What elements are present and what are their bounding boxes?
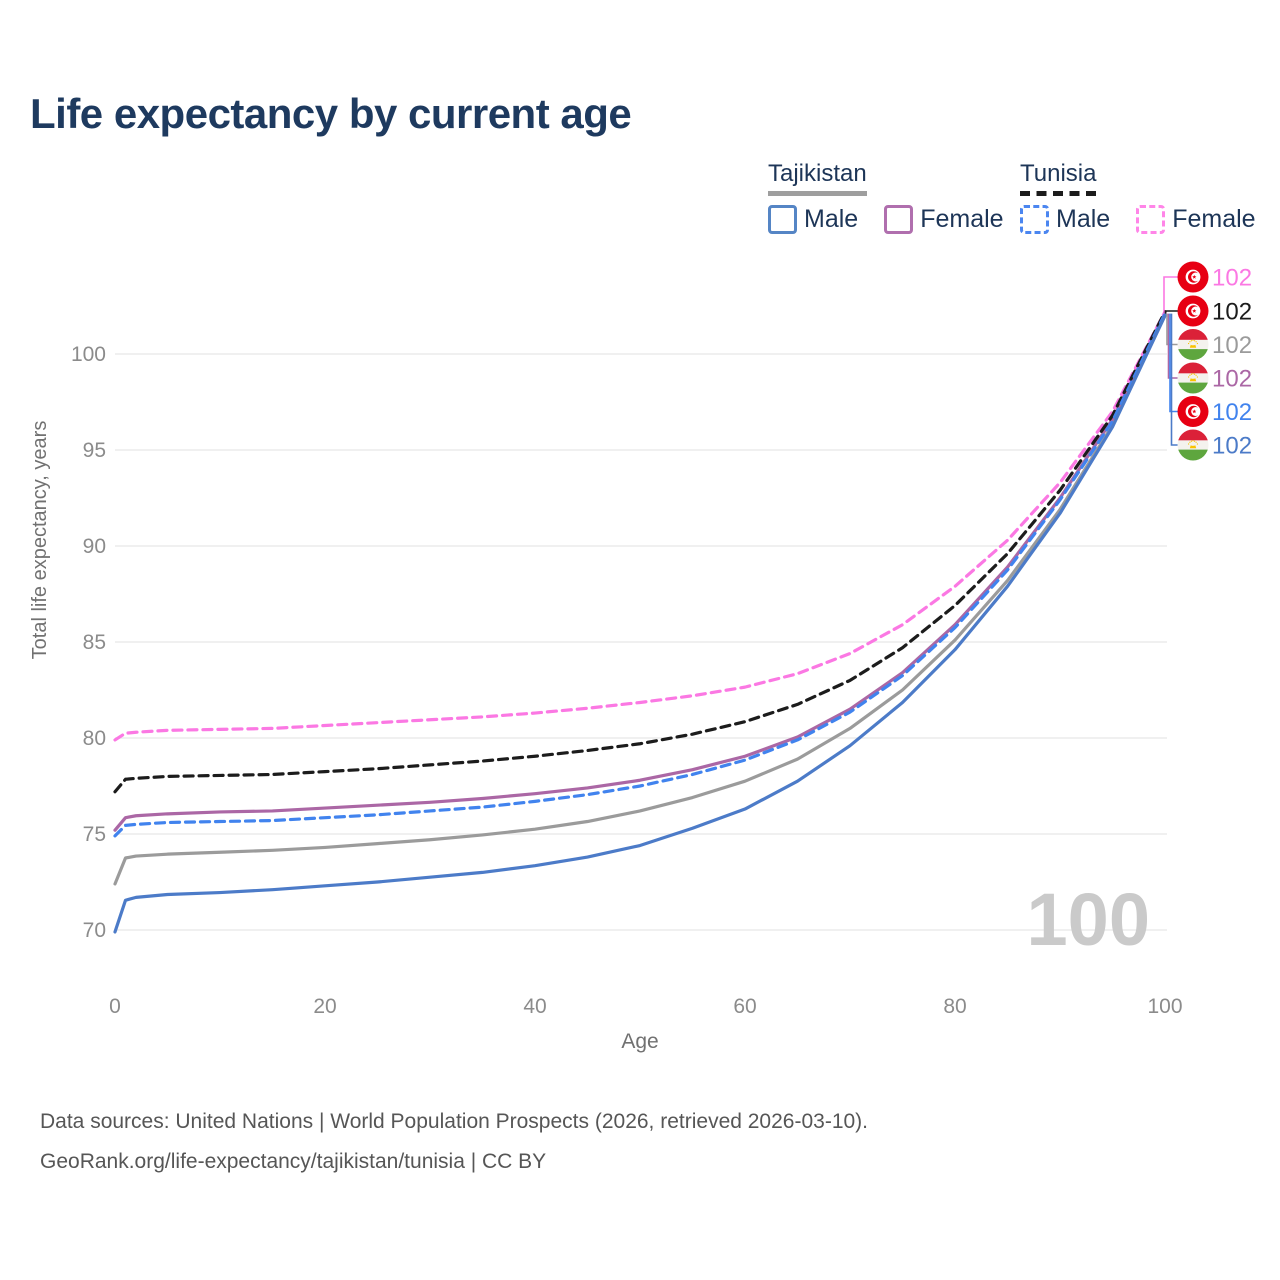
- y-tick-label: 90: [83, 535, 106, 558]
- end-label-leader: [1164, 310, 1178, 314]
- page-title: Life expectancy by current age: [30, 90, 632, 137]
- checkbox-tunisia-male[interactable]: [1020, 205, 1049, 234]
- x-tick-label: 80: [943, 995, 966, 1018]
- y-tick-label: 80: [83, 727, 106, 750]
- checkbox-tajikistan-male[interactable]: [768, 205, 797, 234]
- y-tick-label: 95: [83, 439, 106, 462]
- end-label-leader: [1167, 313, 1178, 379]
- x-tick-label: 0: [109, 995, 121, 1018]
- end-value-label-tajikistan-male: 102: [1212, 433, 1252, 460]
- hover-age-watermark: 100: [1027, 878, 1150, 961]
- y-tick-label: 70: [83, 919, 106, 942]
- tunisia-flag-icon: [1177, 295, 1209, 327]
- series-line-tunisia-female[interactable]: [113, 310, 1167, 742]
- series-line-tajikistan[interactable]: [113, 314, 1167, 886]
- tunisia-flag-icon: [1177, 396, 1209, 428]
- series-line-tunisia-male[interactable]: [113, 312, 1167, 838]
- legend-item-tunisia-female[interactable]: Female: [1136, 205, 1256, 234]
- legend-header-tajikistan: Tajikistan: [768, 160, 867, 196]
- x-tick-label: 100: [1147, 995, 1182, 1018]
- legend-group-tajikistan: Tajikistan Male Female: [768, 160, 1004, 234]
- end-value-label-tajikistan-female: 102: [1212, 366, 1252, 393]
- x-tick-label: 40: [523, 995, 546, 1018]
- end-label-leader: [1166, 313, 1178, 346]
- series-line-tajikistan-male[interactable]: [113, 314, 1167, 934]
- x-tick-label: 60: [733, 995, 756, 1018]
- tajikistan-flag-icon: [1177, 362, 1209, 394]
- end-label-leader: [1170, 313, 1178, 446]
- data-sources-text: Data sources: United Nations | World Pop…: [40, 1110, 869, 1133]
- series-line-tunisia[interactable]: [113, 310, 1167, 794]
- x-tick-label: 20: [313, 995, 336, 1018]
- legend-group-tunisia: Tunisia Male Female: [1020, 160, 1256, 234]
- tajikistan-flag-icon: [1177, 329, 1209, 361]
- checkbox-tunisia-female[interactable]: [1136, 205, 1166, 234]
- legend-item-tajikistan-male[interactable]: Male: [768, 205, 858, 234]
- legend-label: Female: [920, 205, 1004, 233]
- tajikistan-flag-icon: [1177, 429, 1209, 461]
- checkbox-tajikistan-female[interactable]: [884, 205, 914, 234]
- legend-header-tunisia: Tunisia: [1020, 160, 1097, 196]
- legend-item-tunisia-male[interactable]: Male: [1020, 205, 1110, 234]
- legend-label: Male: [1056, 205, 1111, 233]
- series-line-tajikistan-female[interactable]: [113, 312, 1167, 832]
- y-tick-label: 85: [83, 631, 106, 654]
- end-label-leader: [1169, 313, 1178, 413]
- legend-label: Female: [1172, 205, 1256, 233]
- end-value-label-tunisia-female: 102: [1212, 265, 1252, 292]
- end-label-leader: [1163, 276, 1178, 314]
- x-axis-title: Age: [621, 1030, 658, 1053]
- tunisia-flag-icon: [1177, 261, 1209, 293]
- legend-item-tajikistan-female[interactable]: Female: [884, 205, 1004, 234]
- y-tick-label: 100: [71, 343, 106, 366]
- legend-label: Male: [804, 205, 859, 233]
- end-value-label-tunisia-male: 102: [1212, 399, 1252, 426]
- georank-attribution-link[interactable]: GeoRank.org/life-expectancy/tajikistan/t…: [40, 1150, 547, 1173]
- end-value-label-tajikistan: 102: [1212, 332, 1252, 359]
- y-tick-label: 75: [83, 823, 106, 846]
- y-axis-title: Total life expectancy, years: [29, 421, 51, 660]
- end-value-label-tunisia: 102: [1212, 299, 1252, 326]
